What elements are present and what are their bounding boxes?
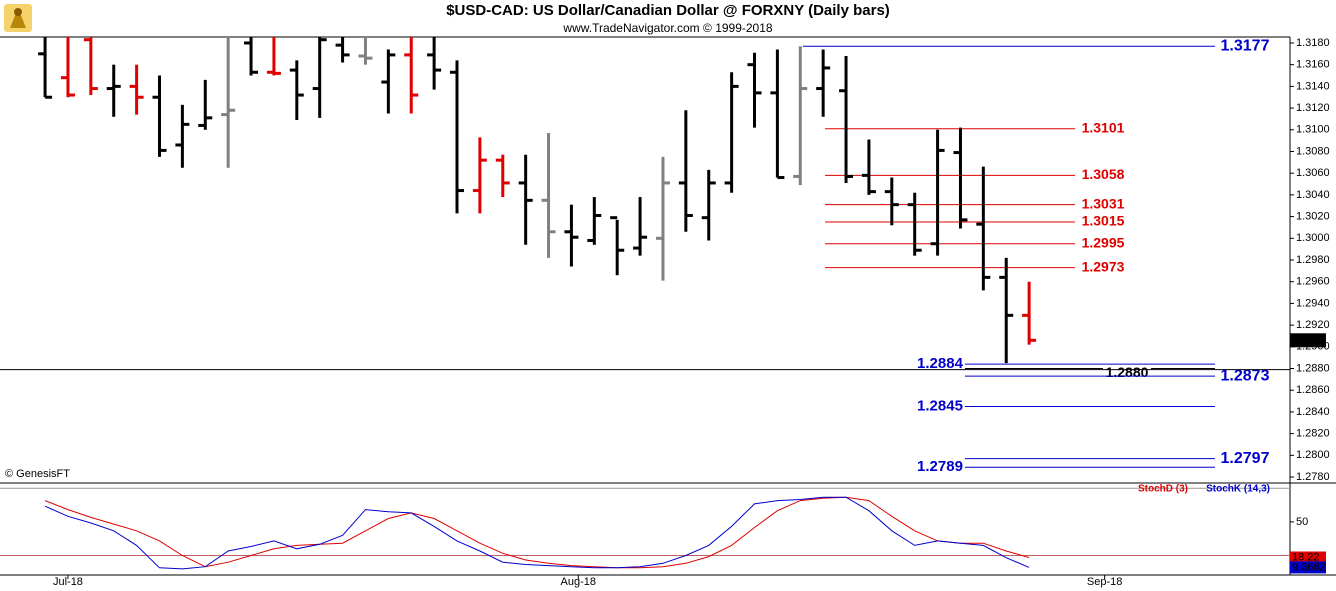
ohlc-bar — [335, 37, 350, 63]
y-tick-label: 1.2800 — [1296, 449, 1330, 461]
ohlc-bar — [83, 37, 98, 96]
y-tick-label: 1.3100 — [1296, 124, 1330, 136]
ohlc-bar — [427, 37, 442, 90]
y-tick-label: 1.3040 — [1296, 189, 1330, 201]
value-marker-label: 18.22 — [1292, 551, 1320, 563]
y-tick-label: 1.3140 — [1296, 80, 1330, 92]
level-label: 1.2873 — [1221, 367, 1270, 384]
ohlc-bar — [244, 37, 259, 76]
ohlc-bar — [564, 204, 579, 267]
ohlc-bar — [907, 192, 922, 256]
y-tick-label: 1.3160 — [1296, 59, 1330, 71]
ohlc-bar — [450, 60, 465, 214]
y-tick-label: 1.2840 — [1296, 406, 1330, 418]
legend-entry: StochK (14,3) — [1206, 484, 1270, 495]
ohlc-bar — [701, 169, 716, 241]
y-tick-label: 1.2860 — [1296, 384, 1330, 396]
ohlc-bar — [861, 139, 876, 195]
y-tick-label: 50 — [1296, 516, 1308, 528]
y-tick-label: 1.2820 — [1296, 428, 1330, 440]
x-tick-label: Sep-18 — [1087, 576, 1122, 588]
stoch-line — [44, 496, 1030, 570]
ohlc-bar — [541, 133, 556, 258]
ohlc-bar — [266, 37, 281, 76]
y-tick-label: 1.2780 — [1296, 471, 1330, 483]
ohlc-bar — [221, 37, 236, 168]
legend-entry: StochD (3) — [1138, 484, 1188, 495]
y-tick-label: 1.3000 — [1296, 232, 1330, 244]
ohlc-bar — [1022, 281, 1037, 345]
ohlc-bar — [816, 49, 831, 117]
ohlc-bar — [381, 49, 396, 114]
ohlc-bar — [152, 75, 167, 157]
level-label: 1.3015 — [1082, 213, 1125, 229]
y-tick-label: 1.2940 — [1296, 297, 1330, 309]
ohlc-bar — [472, 137, 487, 214]
ohlc-bar — [633, 197, 648, 256]
level-label: 1.2789 — [917, 458, 963, 475]
ohlc-bar — [106, 64, 121, 117]
x-tick-label: Aug-18 — [561, 576, 596, 588]
ohlc-bar — [953, 127, 968, 229]
stoch-line — [44, 496, 1030, 569]
ohlc-bar — [655, 156, 670, 281]
ohlc-bar — [999, 257, 1014, 364]
y-tick-label: 1.3120 — [1296, 102, 1330, 114]
value-marker — [1290, 561, 1326, 574]
level-label: 1.2797 — [1221, 450, 1270, 467]
value-marker-label: 9.3682 — [1292, 561, 1326, 573]
price-marker — [1290, 333, 1326, 348]
level-label: 1.2884 — [917, 355, 964, 372]
x-tick-label: Jul-18 — [53, 576, 83, 588]
ohlc-bar — [678, 110, 693, 232]
ohlc-bar — [495, 154, 510, 198]
chart-title: $USD-CAD: US Dollar/Canadian Dollar @ FO… — [446, 2, 890, 19]
ohlc-bar — [38, 37, 53, 99]
level-label: 1.3177 — [1221, 37, 1270, 54]
ohlc-bar — [976, 166, 991, 291]
value-marker — [1290, 551, 1326, 564]
y-tick-label: 1.2920 — [1296, 319, 1330, 331]
y-tick-label: 1.2880 — [1296, 362, 1330, 374]
level-label: 1.2995 — [1082, 234, 1125, 250]
ohlc-bar — [930, 129, 945, 256]
ohlc-bar — [129, 64, 144, 115]
ohlc-bar — [198, 79, 213, 130]
ohlc-bar — [770, 49, 785, 180]
ohlc-bar — [312, 37, 327, 118]
y-tick-label: 1.2960 — [1296, 276, 1330, 288]
ohlc-bar — [404, 37, 419, 114]
ohlc-bar — [793, 46, 808, 186]
ohlc-bar — [747, 52, 762, 128]
ohlc-bar — [610, 216, 625, 276]
level-label: 1.2880 — [1106, 364, 1149, 380]
ohlc-bar — [289, 60, 304, 121]
annotation: © GenesisFT — [5, 468, 70, 480]
ohlc-bar — [60, 37, 75, 98]
y-tick-label: 1.2980 — [1296, 254, 1330, 266]
ohlc-bar — [358, 37, 373, 65]
ohlc-bar — [884, 177, 899, 226]
y-tick-label: 1.3180 — [1296, 37, 1330, 49]
level-label: 1.3101 — [1082, 119, 1125, 135]
price-panel: 1.3177 1.3101 1.3058 1.3031 1.3015 1.2995 1.29… — [0, 37, 1290, 475]
ohlc-bar — [839, 55, 854, 183]
ohlc-bar — [724, 72, 739, 193]
ohlc-bar — [587, 197, 602, 245]
chart-subtitle: www.TradeNavigator.com © 1999-2018 — [562, 21, 772, 35]
level-label: 1.2973 — [1082, 258, 1125, 274]
level-label: 1.3058 — [1082, 166, 1125, 182]
level-label: 1.2845 — [917, 397, 963, 414]
y-tick-label: 1.3080 — [1296, 145, 1330, 157]
level-label: 1.3031 — [1082, 195, 1125, 211]
logo — [4, 4, 32, 32]
y-tick-label: 1.3060 — [1296, 167, 1330, 179]
y-tick-label: 1.3020 — [1296, 210, 1330, 222]
ohlc-bar — [175, 104, 190, 168]
ohlc-bar — [518, 154, 533, 245]
price-marker-label: 1.2906 — [1292, 334, 1326, 346]
stoch-panel — [0, 487, 1290, 570]
